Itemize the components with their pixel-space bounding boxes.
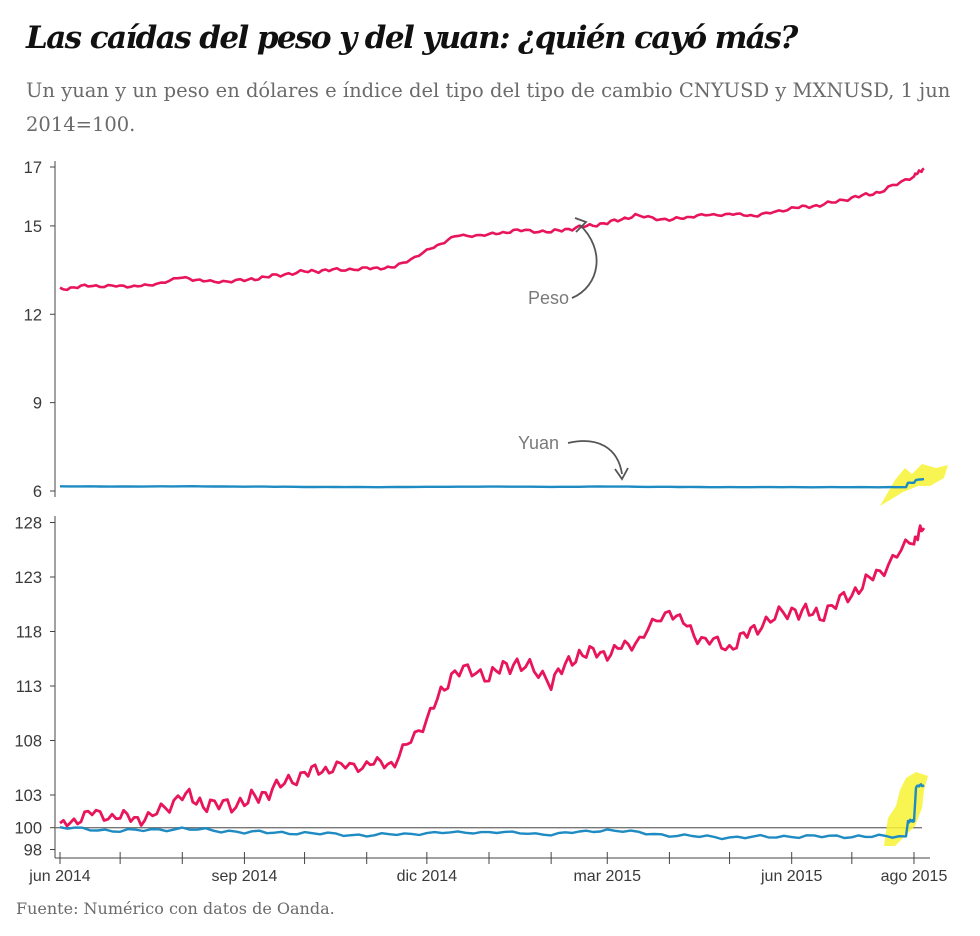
x-tick-label: sep 2014: [212, 868, 278, 885]
x-tick-label: ago 2015: [881, 868, 948, 885]
chart-title: Las caídas del peso y del yuan: ¿quién c…: [26, 20, 798, 56]
x-tick-label: jun 2014: [28, 868, 90, 885]
x-tick-label: mar 2015: [573, 868, 641, 885]
source-note: Fuente: Numérico con datos de Oanda.: [16, 899, 335, 918]
top-peso-line: [59, 167, 925, 292]
chart-subtitle: Un yuan y un peso en dólares e índice de…: [26, 79, 951, 136]
peso-annotation-label: Peso: [528, 288, 569, 308]
peso-annotation-arrow: [571, 224, 598, 299]
bottom-panel-index: 128 123 118 113 108 103 100 98: [14, 515, 928, 860]
bottom-peso-line: [59, 524, 926, 828]
bottom-y-tick-label: 103: [14, 787, 42, 805]
x-axis: jun 2014 sep 2014 dic 2014 mar 2015 jun 2015…: [28, 852, 947, 885]
top-yuan-line: [59, 478, 924, 489]
top-y-tick-label: 17: [24, 159, 42, 177]
bottom-y-tick-label: 100: [14, 820, 42, 838]
top-y-tick-label: 12: [24, 306, 42, 324]
top-y-tick-label: 6: [33, 483, 42, 501]
top-y-tick-label: 15: [24, 218, 42, 236]
bottom-y-tick-label: 98: [24, 842, 42, 860]
x-tick-label: jun 2015: [760, 868, 822, 885]
bottom-y-tick-label: 128: [14, 515, 42, 533]
top-panel-prices: 17 15 12 9 6 Peso Yuan: [24, 159, 948, 506]
yuan-annotation-arrow: [567, 440, 623, 475]
bottom-y-tick-label: 108: [14, 733, 42, 751]
bottom-y-tick-label: 118: [16, 624, 42, 642]
bottom-y-tick-label: 123: [14, 569, 42, 587]
peso-arrow-head: [574, 217, 588, 233]
yuan-annotation-label: Yuan: [518, 433, 559, 453]
yuan-arrow-head: [614, 467, 629, 481]
top-highlight-marker: [880, 464, 948, 506]
x-tick-label: dic 2014: [397, 868, 458, 885]
bottom-y-tick-label: 113: [16, 678, 42, 696]
bottom-yuan-line: [59, 783, 925, 841]
top-y-tick-label: 9: [33, 395, 42, 413]
